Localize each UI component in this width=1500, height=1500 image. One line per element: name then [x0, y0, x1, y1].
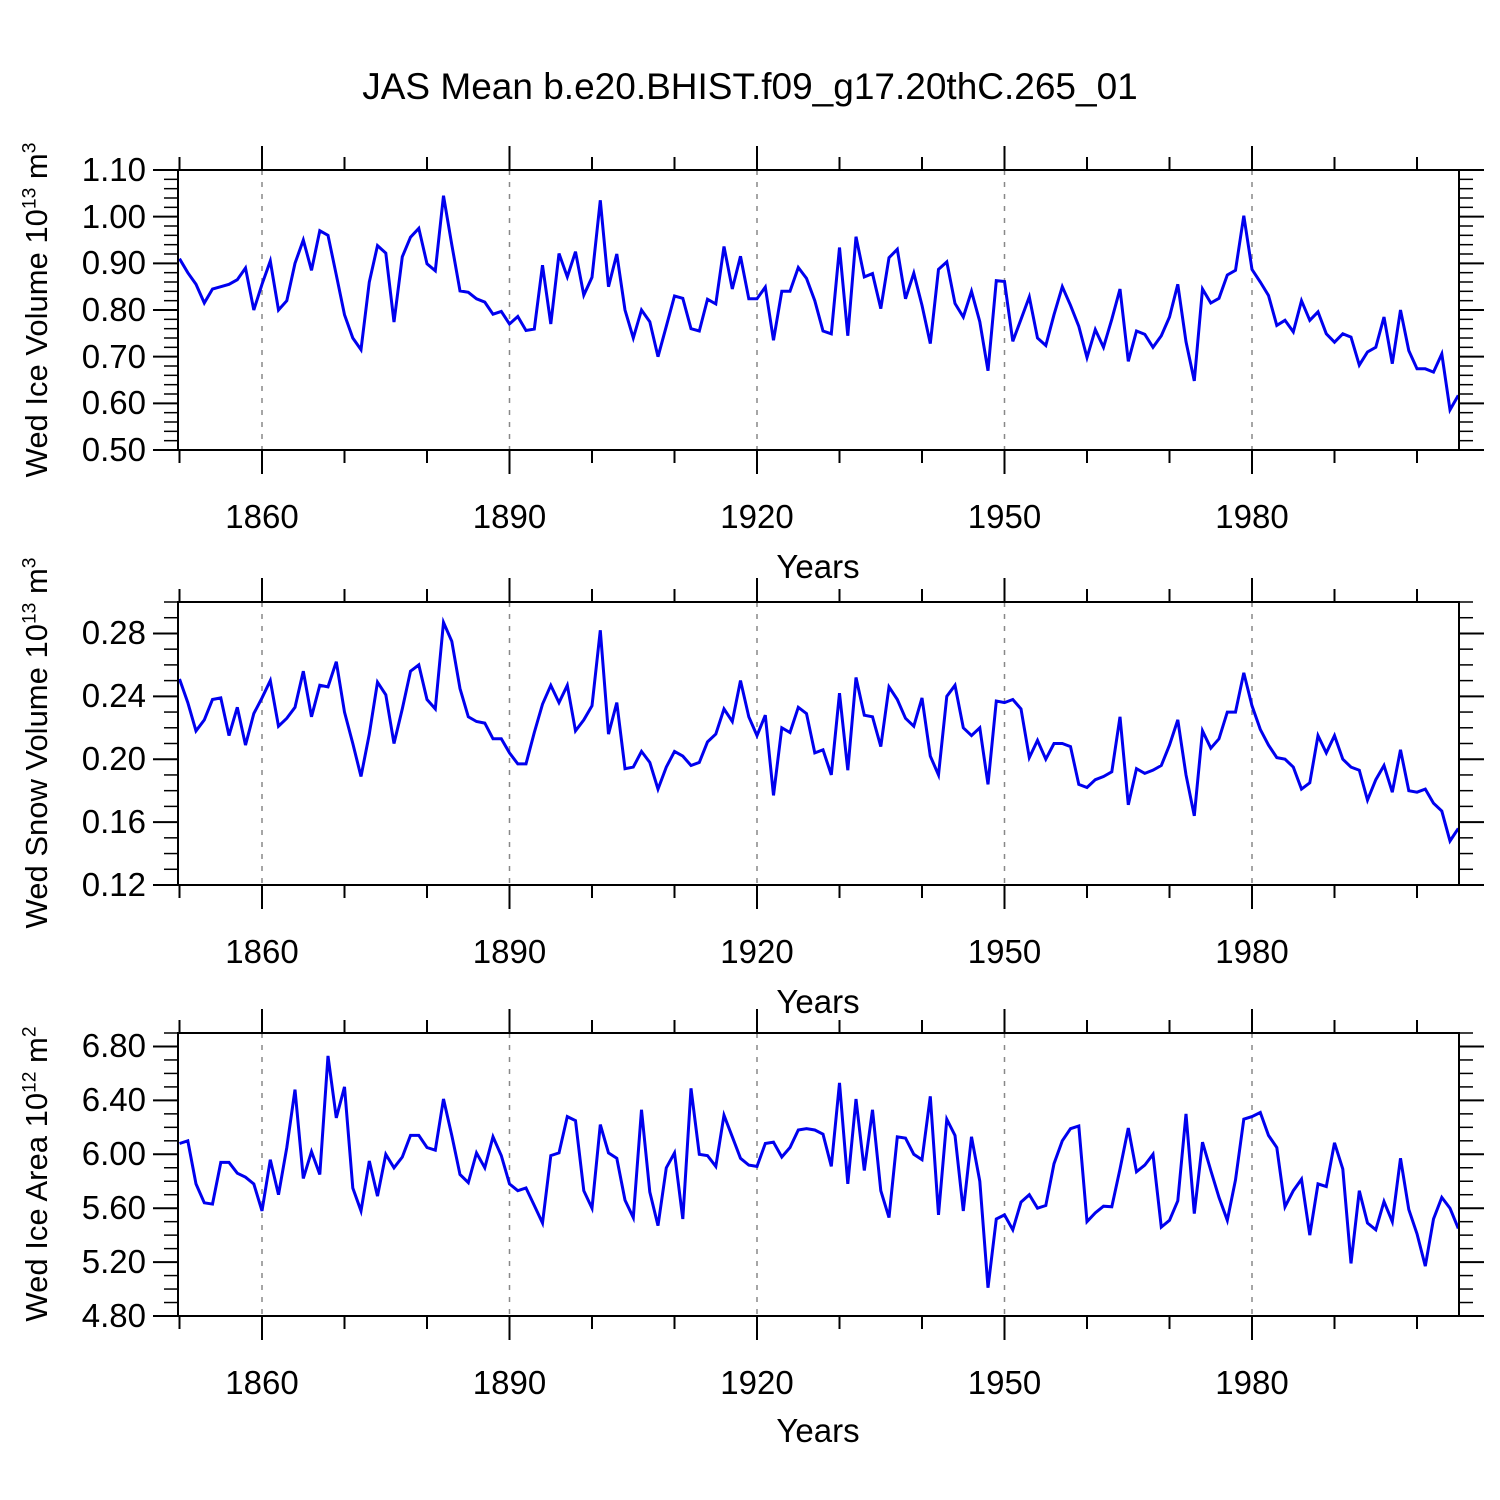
x-tick-label: 1860 — [225, 1364, 299, 1401]
y-tick-label: 0.24 — [81, 677, 146, 715]
x-axis-title-panel3: Years — [776, 1412, 860, 1449]
y-tick-label: 0.90 — [81, 244, 146, 282]
exponent: 3 — [19, 557, 41, 569]
y-tick-label: 6.00 — [81, 1135, 146, 1173]
x-tick-label: 1950 — [967, 1364, 1042, 1401]
y-tick-label: 0.28 — [81, 614, 146, 652]
y-tick-label: 4.80 — [81, 1297, 146, 1334]
x-tick-label: 1860 — [225, 933, 299, 970]
y-tick-label: 0.16 — [81, 803, 146, 841]
data-line-wed-ice-volume — [178, 195, 1460, 415]
y-tick-label: 0.70 — [81, 337, 146, 375]
y-tick-label: 6.80 — [81, 1027, 146, 1065]
x-axis-title-panel1: Years — [776, 548, 860, 585]
chart-title: JAS Mean b.e20.BHIST.f09_g17.20thC.265_0… — [362, 66, 1138, 107]
x-tick-label: 1890 — [472, 498, 547, 535]
y-tick-label: 1.10 — [81, 151, 146, 188]
y-axis-unit: m — [19, 568, 54, 603]
x-tick-label: 1950 — [967, 933, 1042, 970]
y-tick-label: 0.60 — [81, 384, 146, 422]
x-tick-label: 1980 — [1215, 498, 1289, 535]
data-line-wed-ice-area — [179, 1055, 1460, 1288]
y-tick-label: 1.00 — [81, 197, 146, 235]
y-tick-label: 6.40 — [81, 1081, 146, 1119]
y-tick-label: 0.12 — [81, 866, 146, 903]
x-tick-label: 1980 — [1215, 933, 1289, 970]
y-tick-label: 0.80 — [81, 291, 146, 328]
x-tick-label: 1890 — [472, 1364, 547, 1401]
x-tick-label: 1980 — [1215, 1364, 1289, 1401]
y-tick-label: 0.20 — [81, 740, 146, 778]
y-tick-label: 5.20 — [81, 1243, 146, 1281]
panel-frame-wed-ice-area — [177, 1032, 1460, 1317]
x-tick-label: 1950 — [967, 498, 1042, 535]
x-tick-label: 1890 — [472, 933, 547, 970]
y-tick-label: 5.60 — [81, 1189, 146, 1227]
x-tick-label: 1920 — [720, 498, 794, 535]
y-tick-label: 0.50 — [81, 431, 146, 468]
x-tick-label: 1920 — [720, 933, 794, 970]
x-tick-label: 1860 — [225, 498, 299, 535]
x-axis-title-panel2: Years — [776, 983, 860, 1020]
exponent: 3 — [19, 142, 41, 154]
data-line-wed-snow-volume — [178, 616, 1460, 845]
x-tick-label: 1920 — [720, 1364, 794, 1401]
